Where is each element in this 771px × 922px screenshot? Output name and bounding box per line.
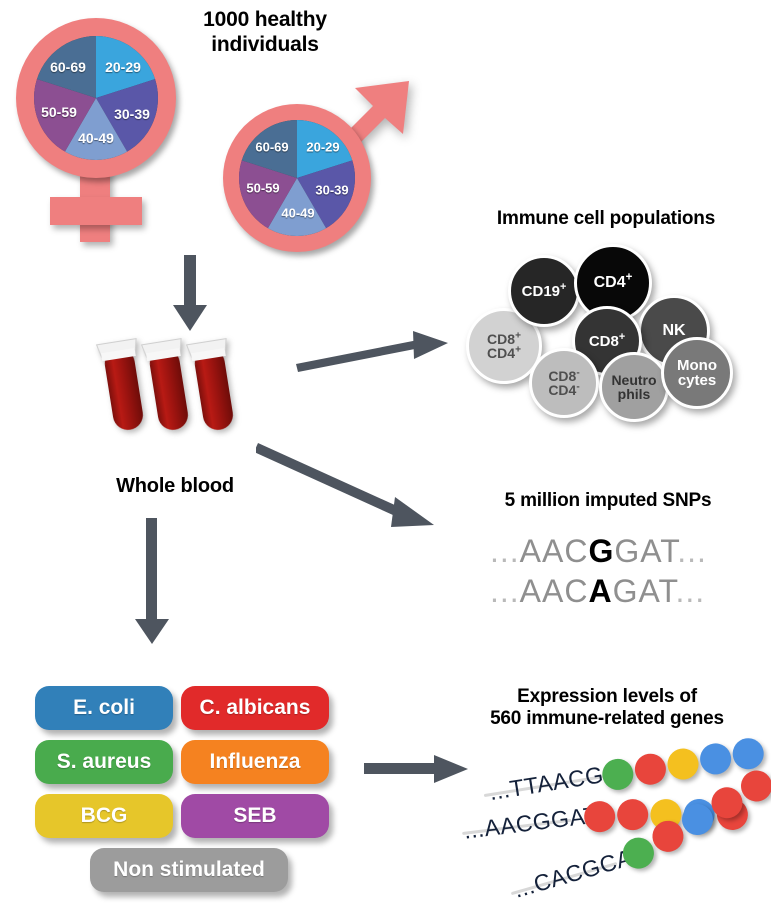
whole-blood-label: Whole blood bbox=[116, 475, 234, 497]
pie-label-30-39: 30-39 bbox=[114, 106, 150, 122]
female-age-pie bbox=[34, 36, 158, 160]
pie-label-male-40-49: 40-49 bbox=[281, 205, 315, 221]
arrow-stimuli-to-expression bbox=[364, 755, 468, 783]
whole-blood-tubes bbox=[95, 330, 270, 460]
snp-sequence-row-1: ...AACGGAT... bbox=[490, 533, 707, 570]
immune-cell-cd8-cd4-double-negative: CD8- CD4- bbox=[529, 348, 599, 418]
stimulus-box-s-aureus[interactable]: S. aureus bbox=[35, 740, 173, 784]
snp-prefix: AAC bbox=[519, 573, 589, 609]
immune-cell-label-line-1: Neutro bbox=[611, 372, 657, 388]
immune-cell-monocytes: Mono cytes bbox=[661, 337, 733, 409]
expression-bead bbox=[615, 797, 650, 832]
pie-label-male-30-39: 30-39 bbox=[315, 182, 349, 198]
stimulus-label: E. coli bbox=[73, 696, 135, 719]
pie-label-50-59: 50-59 bbox=[41, 104, 77, 120]
stimulus-label: S. aureus bbox=[56, 750, 152, 773]
immune-cell-neutrophils: Neutro phils bbox=[599, 352, 669, 422]
male-gender-symbol: 20-29 30-39 40-49 50-59 60-69 bbox=[205, 68, 425, 258]
expression-title-line-1: Expression levels of bbox=[517, 686, 697, 707]
arrow-blood-to-immune bbox=[296, 331, 448, 372]
immune-cell-cd19: CD19+ bbox=[508, 255, 580, 327]
stimulus-label: Influenza bbox=[209, 750, 301, 773]
immune-cells-title: Immune cell populations bbox=[496, 208, 716, 229]
male-age-pie bbox=[239, 120, 355, 236]
female-gender-symbol: 20-29 30-39 40-49 50-59 60-69 bbox=[8, 12, 193, 242]
expression-bead bbox=[632, 751, 669, 787]
stimulus-box-c-albicans[interactable]: C. albicans bbox=[181, 686, 329, 730]
snp-ellipsis-trailing: ... bbox=[675, 573, 706, 609]
expression-title: Expression levels of 560 immune-related … bbox=[446, 686, 768, 731]
stimulus-box-influenza[interactable]: Influenza bbox=[181, 740, 329, 784]
snp-ellipsis-leading: ... bbox=[490, 533, 520, 569]
immune-cell-label-line-2: CD4- bbox=[548, 381, 580, 398]
snp-suffix: GAT bbox=[612, 573, 676, 609]
female-symbol-crossbar bbox=[50, 197, 142, 225]
stimulus-box-seb[interactable]: SEB bbox=[181, 794, 329, 838]
immune-cell-label: CD19+ bbox=[521, 280, 567, 300]
cohort-title-line-2: individuals bbox=[211, 32, 319, 56]
stimulus-label: BCG bbox=[80, 804, 128, 827]
stimulus-label: SEB bbox=[233, 804, 277, 827]
cohort-title: 1000 healthy individuals bbox=[160, 8, 370, 58]
immune-cell-label-line-2: phils bbox=[617, 386, 651, 402]
immune-cell-label: CD8+ bbox=[588, 330, 626, 350]
immune-cell-label-line-2: cytes bbox=[677, 372, 717, 389]
snp-title: 5 million imputed SNPs bbox=[504, 490, 712, 511]
snp-suffix: GAT bbox=[614, 533, 678, 569]
pie-label-60-69: 60-69 bbox=[50, 59, 86, 75]
pie-label-40-49: 40-49 bbox=[78, 130, 114, 146]
stimulus-box-non-stimulated[interactable]: Non stimulated bbox=[90, 848, 288, 892]
arrow-blood-to-snp bbox=[256, 443, 434, 527]
stimulus-box-e-coli[interactable]: E. coli bbox=[35, 686, 173, 730]
pie-label-male-50-59: 50-59 bbox=[246, 180, 280, 196]
cohort-title-line-1: 1000 healthy bbox=[203, 8, 327, 31]
immune-cell-label: CD4+ bbox=[593, 271, 633, 291]
immune-cell-cd4: CD4+ bbox=[574, 244, 652, 322]
arrow-blood-to-stimuli bbox=[135, 518, 169, 644]
snp-ellipsis-trailing: ... bbox=[677, 533, 707, 569]
expression-bead bbox=[697, 741, 734, 777]
stimulus-label: C. albicans bbox=[199, 696, 311, 719]
snp-prefix: AAC bbox=[519, 533, 589, 569]
immune-cell-label-line-2: CD4+ bbox=[487, 344, 521, 361]
expression-bead bbox=[665, 746, 701, 782]
immune-cell-label: NK bbox=[662, 322, 686, 339]
snp-sequence-row-2: ...AACAGAT... bbox=[490, 573, 705, 610]
immune-cell-label-line-1: CD8+ bbox=[487, 330, 521, 347]
expression-title-line-2: 560 immune-related genes bbox=[490, 708, 724, 730]
arrow-cohort-to-blood bbox=[173, 255, 207, 331]
snp-variant-allele: A bbox=[588, 573, 613, 609]
snp-variant-allele: G bbox=[588, 533, 615, 569]
strand-sequence-text: ...TTAACGG bbox=[487, 758, 624, 806]
pie-label-male-60-69: 60-69 bbox=[255, 139, 289, 155]
immune-cell-label-line-1: CD8- bbox=[548, 367, 580, 384]
snp-ellipsis-leading: ... bbox=[490, 573, 520, 609]
stimulus-label: Non stimulated bbox=[113, 858, 265, 881]
immune-cell-label-line-1: Mono bbox=[677, 357, 717, 374]
expression-bead bbox=[730, 735, 766, 772]
pie-label-male-20-29: 20-29 bbox=[306, 139, 340, 155]
pie-label-20-29: 20-29 bbox=[105, 59, 141, 75]
stimulus-box-bcg[interactable]: BCG bbox=[35, 794, 173, 838]
